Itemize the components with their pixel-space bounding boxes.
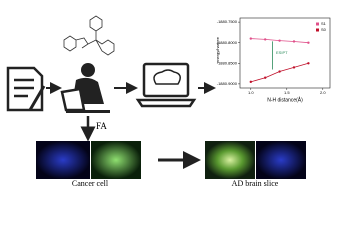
legend-label: S0 — [321, 27, 327, 32]
molecule — [63, 15, 115, 56]
caption: AD brain slice — [232, 179, 279, 188]
y-axis-label: energy/hartree — [215, 36, 220, 63]
point — [292, 40, 296, 43]
legend-swatch — [316, 22, 319, 26]
point — [307, 41, 310, 44]
y-tick-label: -1880.7500 — [217, 19, 238, 24]
energy-plot: energy/hartree N-H distance(Å) — [215, 17, 331, 103]
step-label: FA — [96, 121, 107, 131]
legend-swatch — [316, 28, 319, 32]
micrograph — [256, 141, 306, 179]
point — [249, 37, 252, 40]
x-axis-label: N-H distance(Å) — [267, 96, 303, 103]
point — [292, 66, 296, 69]
legend-label: S1 — [321, 21, 327, 26]
annotation: ESIPT — [276, 50, 288, 55]
y-tick-label: -1880.9000 — [217, 81, 238, 86]
y-tick-label: -1880.8500 — [217, 60, 238, 65]
y-tick-label: -1880.8000 — [217, 40, 238, 45]
plot-frame — [239, 17, 331, 89]
micrograph — [205, 141, 255, 179]
laptop-icon — [135, 62, 197, 108]
x-tick-label: 1.5 — [284, 90, 290, 95]
caption: Cancer cell — [72, 179, 109, 188]
point — [264, 76, 267, 79]
document-icon — [6, 66, 46, 112]
x-tick-label: 2.0 — [320, 90, 326, 95]
person-icon — [60, 63, 110, 113]
point — [264, 38, 267, 41]
micrograph — [91, 141, 141, 179]
point — [278, 70, 281, 73]
point — [307, 62, 310, 65]
x-tick-label: 1.0 — [248, 90, 254, 95]
graphical-abstract: energy/hartree N-H distance(Å) FA Cancer… — [6, 15, 331, 188]
point — [249, 80, 252, 84]
point — [278, 39, 281, 42]
micrograph — [36, 141, 90, 179]
